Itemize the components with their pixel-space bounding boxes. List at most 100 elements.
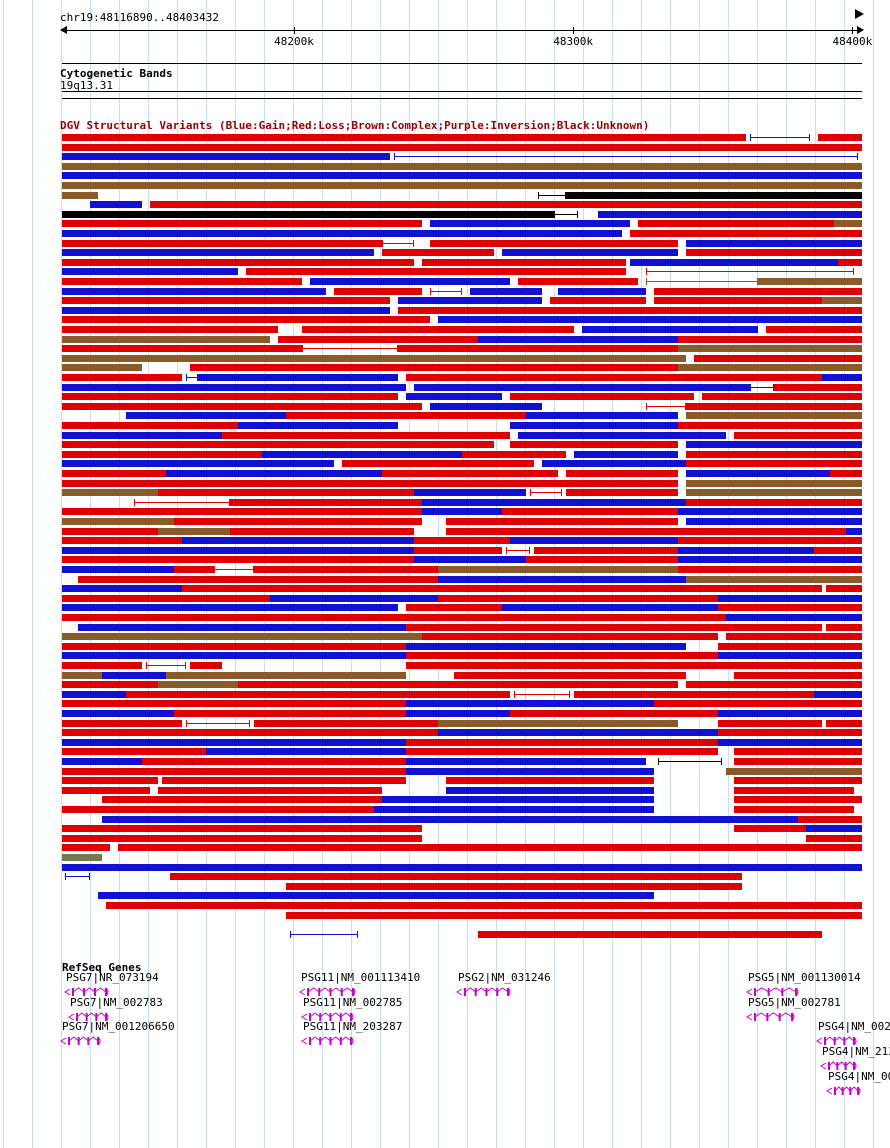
variant-bar[interactable] xyxy=(406,652,718,660)
variant-bar[interactable] xyxy=(654,287,862,295)
variant-bar[interactable] xyxy=(374,806,654,813)
variant-bar[interactable] xyxy=(550,297,646,305)
variant-bar[interactable] xyxy=(62,134,746,141)
variant-bar[interactable] xyxy=(62,306,390,314)
variant-bar[interactable] xyxy=(654,700,718,708)
variant-bar[interactable] xyxy=(382,249,494,257)
variant-bar[interactable] xyxy=(478,930,822,938)
variant-bar[interactable] xyxy=(310,278,510,285)
variant-bar[interactable] xyxy=(430,220,630,228)
variant-bar[interactable] xyxy=(62,690,126,698)
variant-bar[interactable] xyxy=(566,470,678,477)
variant-bar[interactable] xyxy=(98,892,654,900)
variant-bar[interactable] xyxy=(574,450,678,458)
variant-bar[interactable] xyxy=(526,412,678,420)
variant-bar[interactable] xyxy=(382,470,558,477)
variant-bar[interactable] xyxy=(510,422,678,429)
variant-bar[interactable] xyxy=(230,527,414,535)
gene-glyph[interactable] xyxy=(746,984,802,998)
variant-bar[interactable] xyxy=(62,527,158,535)
variant-bar[interactable] xyxy=(702,393,862,401)
variant-range-line[interactable] xyxy=(134,498,230,506)
variant-bar[interactable] xyxy=(574,690,814,698)
variant-bar[interactable] xyxy=(62,374,182,381)
variant-bar[interactable] xyxy=(446,777,654,785)
variant-bar[interactable] xyxy=(734,431,862,439)
variant-bar[interactable] xyxy=(62,633,422,641)
variant-bar[interactable] xyxy=(406,748,718,756)
variant-bar[interactable] xyxy=(62,422,238,429)
variant-bar[interactable] xyxy=(90,201,142,209)
variant-bar[interactable] xyxy=(102,671,166,679)
variant-bar[interactable] xyxy=(806,834,862,842)
variant-bar[interactable] xyxy=(438,585,822,593)
variant-bar[interactable] xyxy=(190,662,222,669)
variant-bar[interactable] xyxy=(270,594,438,602)
variant-range-line[interactable] xyxy=(430,287,462,295)
variant-bar[interactable] xyxy=(62,566,174,573)
variant-bar[interactable] xyxy=(106,902,862,909)
variant-range-line[interactable] xyxy=(302,345,398,353)
variant-bar[interactable] xyxy=(62,172,862,180)
variant-range-line[interactable] xyxy=(214,566,254,573)
variant-bar[interactable] xyxy=(826,719,862,727)
variant-bar[interactable] xyxy=(678,335,862,343)
variant-bar[interactable] xyxy=(566,489,678,497)
variant-bar[interactable] xyxy=(62,767,406,775)
variant-bar[interactable] xyxy=(422,258,626,266)
variant-bar[interactable] xyxy=(62,546,414,554)
gene-glyph[interactable] xyxy=(68,1009,112,1023)
variant-bar[interactable] xyxy=(774,383,862,391)
variant-bar[interactable] xyxy=(406,758,646,765)
variant-bar[interactable] xyxy=(206,748,406,756)
variant-bar[interactable] xyxy=(162,777,406,785)
variant-range-line[interactable] xyxy=(646,278,758,285)
variant-range-line[interactable] xyxy=(394,153,858,161)
variant-bar[interactable] xyxy=(718,700,862,708)
variant-bar[interactable] xyxy=(62,479,678,487)
variant-bar[interactable] xyxy=(286,412,526,420)
variant-bar[interactable] xyxy=(718,738,862,746)
variant-bar[interactable] xyxy=(62,393,398,401)
variant-bar[interactable] xyxy=(630,230,862,237)
variant-bar[interactable] xyxy=(638,220,834,228)
variant-bar[interactable] xyxy=(62,729,438,737)
variant-bar[interactable] xyxy=(430,402,542,410)
variant-bar[interactable] xyxy=(190,364,678,372)
variant-bar[interactable] xyxy=(62,854,102,861)
variant-bar[interactable] xyxy=(62,825,422,833)
variant-bar[interactable] xyxy=(510,441,678,449)
variant-bar[interactable] xyxy=(526,556,678,564)
variant-bar[interactable] xyxy=(62,604,398,612)
variant-bar[interactable] xyxy=(630,258,838,266)
variant-bar[interactable] xyxy=(470,287,542,295)
variant-bar[interactable] xyxy=(826,585,862,593)
variant-range-line[interactable] xyxy=(554,210,578,218)
variant-bar[interactable] xyxy=(734,796,862,804)
variant-bar[interactable] xyxy=(414,489,526,497)
variant-bar[interactable] xyxy=(302,326,574,333)
variant-bar[interactable] xyxy=(510,537,678,545)
variant-bar[interactable] xyxy=(158,786,382,794)
variant-bar[interactable] xyxy=(678,556,862,564)
variant-bar[interactable] xyxy=(406,642,686,650)
variant-bar[interactable] xyxy=(62,345,302,353)
variant-bar[interactable] xyxy=(686,470,830,477)
variant-bar[interactable] xyxy=(718,662,862,669)
variant-bar[interactable] xyxy=(62,153,390,161)
variant-bar[interactable] xyxy=(822,374,862,381)
variant-bar[interactable] xyxy=(62,844,110,852)
variant-bar[interactable] xyxy=(342,460,534,468)
variant-bar[interactable] xyxy=(834,220,862,228)
variant-bar[interactable] xyxy=(438,566,678,573)
variant-bar[interactable] xyxy=(62,671,102,679)
variant-bar[interactable] xyxy=(438,575,686,583)
variant-bar[interactable] xyxy=(678,546,814,554)
variant-bar[interactable] xyxy=(686,249,862,257)
variant-bar[interactable] xyxy=(414,556,526,564)
variant-bar[interactable] xyxy=(254,719,438,727)
variant-bar[interactable] xyxy=(846,527,862,535)
variant-bar[interactable] xyxy=(806,825,862,833)
variant-range-line[interactable] xyxy=(646,402,686,410)
variant-bar[interactable] xyxy=(446,518,678,525)
